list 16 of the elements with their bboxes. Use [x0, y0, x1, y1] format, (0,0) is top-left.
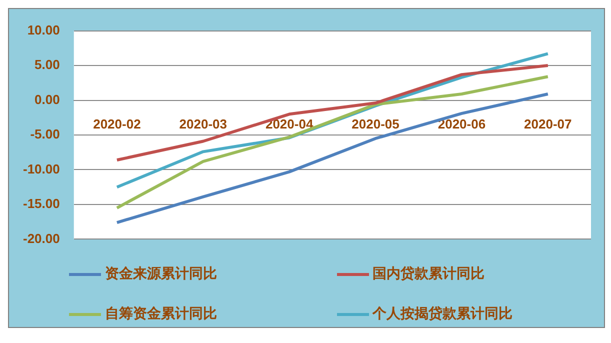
y-tick-label: 0.00 [34, 92, 60, 107]
y-tick-label: 10.00 [27, 22, 60, 38]
y-tick-label: -10.00 [22, 161, 60, 176]
x-tick-label: 2020-05 [352, 116, 400, 132]
y-tick-label: -5.00 [30, 126, 60, 142]
y-tick-label: -20.00 [22, 230, 60, 246]
x-tick-label: 2020-03 [179, 116, 228, 132]
legend-label: 自筹资金累计同比 [105, 305, 217, 323]
x-tick-label: 2020-07 [524, 116, 572, 132]
legend-label: 个人按揭贷款累计同比 [372, 305, 512, 323]
legend-label: 国内贷款累计同比 [372, 265, 484, 283]
y-tick-label: -15.00 [22, 196, 60, 212]
x-tick-label: 2020-02 [93, 116, 141, 132]
x-tick-label: 2020-06 [438, 116, 486, 132]
legend-label: 资金来源累计同比 [105, 265, 217, 283]
y-tick-label: 5.00 [34, 57, 60, 72]
